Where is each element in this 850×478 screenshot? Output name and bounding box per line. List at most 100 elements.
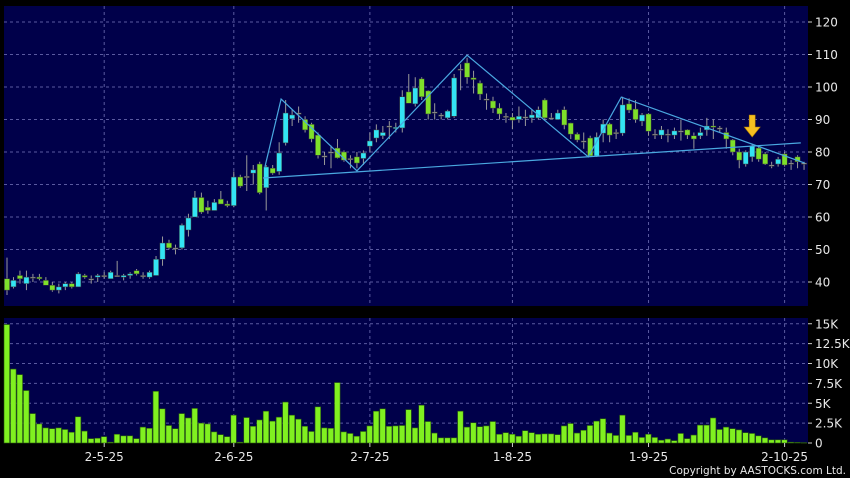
candle-body xyxy=(88,278,95,281)
volume-bar xyxy=(224,436,231,444)
volume-bar xyxy=(126,435,134,444)
volume-bar xyxy=(703,424,710,444)
volume-bar xyxy=(159,408,166,444)
volume-bar xyxy=(638,437,645,444)
candle-body xyxy=(548,117,555,120)
volume-bar xyxy=(10,368,17,444)
candle-body xyxy=(418,78,425,97)
candle-body xyxy=(781,153,788,166)
volume-bar xyxy=(554,434,561,444)
price-tick-label: 60 xyxy=(815,211,830,225)
volume-bar xyxy=(411,427,419,444)
volume-bar xyxy=(321,427,328,444)
volume-bar xyxy=(386,426,393,444)
candle-body xyxy=(114,275,121,277)
volume-bar xyxy=(761,437,769,444)
volume-tick-label: 12.5K xyxy=(815,337,850,351)
volume-bar xyxy=(49,428,56,444)
volume-bar xyxy=(424,421,432,444)
volume-bars xyxy=(3,324,807,444)
date-tick-label: 2-5-25 xyxy=(85,450,124,464)
candle-body xyxy=(224,203,231,206)
annotations xyxy=(743,114,761,138)
volume-bar xyxy=(217,434,224,444)
volume-bar xyxy=(677,433,684,444)
volume-bar xyxy=(282,401,289,444)
volume-bar xyxy=(139,426,146,444)
candle-body xyxy=(217,198,224,205)
candle-body xyxy=(367,140,373,147)
candle-body xyxy=(529,114,535,119)
volume-bar xyxy=(327,427,334,444)
candle-body xyxy=(153,259,159,276)
candle-body xyxy=(678,130,684,133)
candle-body xyxy=(626,103,632,111)
volume-bar xyxy=(671,440,678,444)
candle-body xyxy=(710,125,717,128)
volume-bar xyxy=(463,426,470,444)
volume-bar xyxy=(735,429,743,444)
volume-bar xyxy=(185,417,192,444)
volume-bar xyxy=(794,442,801,444)
volume-bar xyxy=(230,414,237,444)
volume-bar xyxy=(684,438,691,444)
volume-bar xyxy=(275,416,283,444)
candle-body xyxy=(405,91,412,104)
volume-bar xyxy=(360,431,367,444)
volume-bar xyxy=(16,374,23,444)
volume-bar xyxy=(599,418,607,444)
volume-bar xyxy=(722,426,730,444)
candle-body xyxy=(691,135,697,140)
volume-bar xyxy=(489,421,496,444)
price-tick-label: 100 xyxy=(815,81,838,95)
candle-body xyxy=(133,270,140,275)
volume-bar xyxy=(94,437,101,444)
volume-bar xyxy=(23,390,30,444)
candle-body xyxy=(522,116,529,119)
candle-body xyxy=(237,176,244,187)
volume-bar xyxy=(515,435,522,444)
volume-tick-label: 15K xyxy=(815,317,839,331)
volume-bar xyxy=(29,413,36,444)
volume-bar xyxy=(314,406,321,444)
candle-body xyxy=(10,280,17,288)
candle-body xyxy=(36,276,43,279)
candle-body xyxy=(775,158,781,165)
candle-body xyxy=(567,122,574,135)
volume-bar xyxy=(373,410,380,444)
volume-bar xyxy=(748,433,756,444)
candle-body xyxy=(483,98,490,101)
candle-body xyxy=(250,169,257,174)
volume-bar xyxy=(651,437,658,444)
candle-body xyxy=(561,109,568,126)
volume-bar xyxy=(198,422,205,444)
volume-bar xyxy=(42,427,49,444)
volume-bar xyxy=(269,420,276,444)
candle-body xyxy=(205,207,211,211)
volume-bar xyxy=(133,438,140,444)
volume-bar xyxy=(768,439,775,444)
volume-tick-label: 7.5K xyxy=(815,377,843,391)
candle-body xyxy=(4,278,10,291)
volume-bar xyxy=(560,425,568,444)
volume-bar xyxy=(288,414,296,444)
candle-body xyxy=(606,123,613,136)
candle-body xyxy=(580,140,587,143)
volume-bar xyxy=(437,437,445,444)
volume-bar xyxy=(191,408,198,444)
candle-body xyxy=(716,127,723,130)
volume-bar xyxy=(36,423,43,444)
volume-bar xyxy=(522,430,529,444)
candle-body xyxy=(347,158,354,160)
volume-bar xyxy=(62,429,69,444)
volume-bar xyxy=(392,425,399,444)
candle-body xyxy=(457,68,464,71)
candle-body xyxy=(146,272,153,278)
candle-body xyxy=(645,113,652,132)
volume-bar xyxy=(697,424,704,444)
volume-bar xyxy=(664,438,671,444)
candle-body xyxy=(386,125,393,128)
candle-body xyxy=(107,272,114,279)
volume-bar xyxy=(113,433,121,444)
